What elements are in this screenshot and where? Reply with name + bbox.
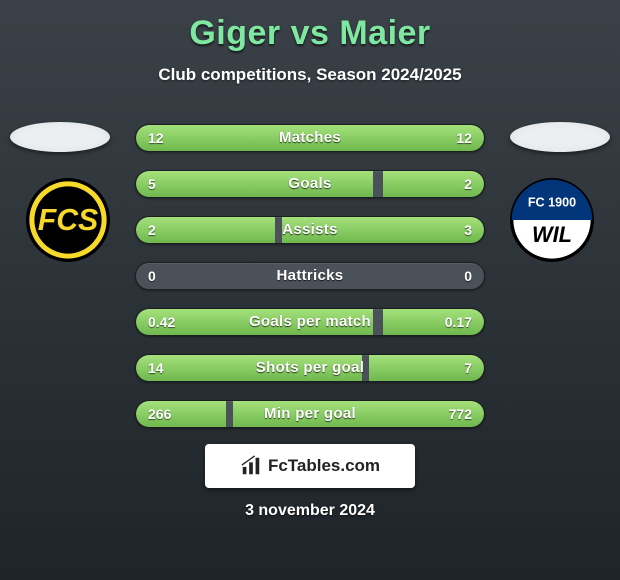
stat-row: 0.420.17Goals per match <box>135 308 485 336</box>
stat-label: Matches <box>136 125 484 151</box>
stat-label: Shots per goal <box>136 355 484 381</box>
svg-text:FC 1900: FC 1900 <box>528 196 576 210</box>
date-text: 3 november 2024 <box>0 502 620 520</box>
stat-row: 1212Matches <box>135 124 485 152</box>
stat-label: Hattricks <box>136 263 484 289</box>
stat-row: 23Assists <box>135 216 485 244</box>
comparison-bars: 1212Matches 52Goals 23Assists 00Hattricks 0.… <box>135 124 485 446</box>
stat-label: Assists <box>136 217 484 243</box>
svg-text:FCS: FCS <box>38 204 98 237</box>
club-badge-left: FCS <box>26 178 110 262</box>
avatar-placeholder-right <box>510 122 610 152</box>
stat-row: 00Hattricks <box>135 262 485 290</box>
avatar-placeholder-left <box>10 122 110 152</box>
stat-row: 147Shots per goal <box>135 354 485 382</box>
club-badge-right: FC 1900 WIL <box>510 178 594 262</box>
svg-text:WIL: WIL <box>532 222 572 247</box>
stat-row: 266772Min per goal <box>135 400 485 428</box>
page-title: Giger vs Maier <box>0 0 620 53</box>
subtitle: Club competitions, Season 2024/2025 <box>0 65 620 85</box>
stat-label: Goals <box>136 171 484 197</box>
stat-label: Min per goal <box>136 401 484 427</box>
brand-badge: FcTables.com <box>205 444 415 488</box>
brand-text: FcTables.com <box>268 456 380 476</box>
chart-icon <box>240 455 262 477</box>
stat-label: Goals per match <box>136 309 484 335</box>
stat-row: 52Goals <box>135 170 485 198</box>
